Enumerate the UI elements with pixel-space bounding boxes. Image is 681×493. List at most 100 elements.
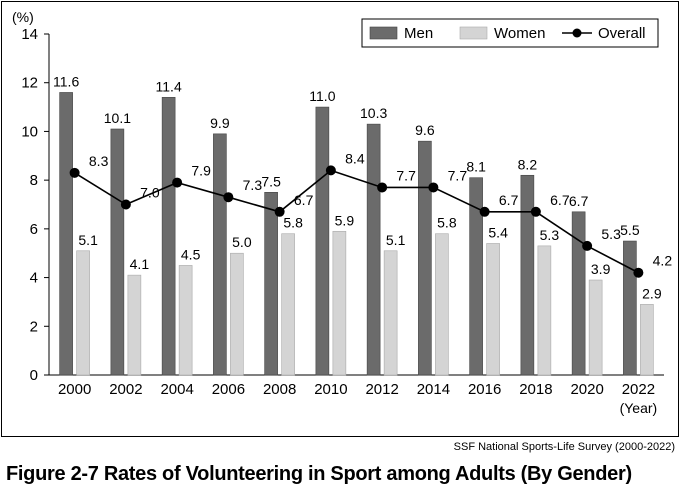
chart-source: SSF National Sports-Life Survey (2000-20…	[453, 441, 675, 453]
x-tick-label: 2006	[212, 381, 245, 398]
bar-men	[213, 133, 227, 376]
x-tick-label: 2008	[263, 381, 296, 398]
bar-women	[435, 233, 449, 376]
x-tick-label: 2010	[314, 381, 347, 398]
bar-women	[588, 279, 603, 376]
line-overall	[74, 169, 639, 274]
label-overall: 6.7	[499, 192, 519, 208]
label-men: 5.5	[620, 222, 640, 238]
point-overall	[325, 165, 336, 176]
point-overall	[377, 182, 388, 193]
bar-men	[110, 128, 125, 376]
chart-title: Figure 2-7 Rates of Volunteering in Spor…	[6, 463, 632, 485]
x-tick-label: 2016	[468, 381, 501, 398]
legend-box	[361, 18, 659, 48]
label-men: 9.6	[415, 122, 435, 138]
point-overall	[69, 167, 80, 178]
label-women: 5.0	[232, 234, 252, 250]
bar-women	[383, 250, 398, 376]
bar-women	[230, 252, 244, 376]
label-women: 2.9	[642, 285, 662, 301]
y-tick-label: 4	[30, 270, 38, 287]
label-overall: 8.4	[345, 150, 365, 166]
x-tick-label: 2002	[109, 381, 142, 398]
bar-men	[366, 123, 381, 376]
point-overall	[633, 267, 644, 278]
legend-swatch-men	[369, 26, 398, 40]
bar-women	[127, 274, 142, 376]
legend-label-overall: Overall	[598, 25, 646, 42]
x-tick-label: 2020	[570, 381, 603, 398]
x-tick-label: 2004	[160, 381, 193, 398]
point-overall	[172, 177, 183, 188]
label-women: 5.9	[335, 212, 355, 228]
label-men: 11.6	[53, 73, 79, 89]
bar-men	[315, 106, 330, 376]
bar-men	[623, 240, 637, 376]
bar-men	[264, 192, 278, 376]
label-women: 5.8	[437, 215, 457, 231]
label-women: 5.1	[386, 232, 406, 248]
legend-marker-overall	[572, 28, 582, 38]
bar-women	[281, 233, 295, 376]
bar-women	[537, 245, 552, 376]
label-overall: 5.3	[601, 226, 621, 242]
point-overall	[479, 206, 490, 217]
label-overall: 6.7	[550, 192, 570, 208]
y-tick-label: 14	[21, 26, 38, 43]
point-overall	[274, 206, 285, 217]
bar-women	[178, 265, 193, 376]
bar-women	[486, 243, 500, 376]
bar-women	[640, 304, 654, 376]
label-overall: 8.3	[89, 153, 109, 169]
label-overall: 4.2	[653, 253, 673, 269]
chart-frame	[1, 1, 679, 437]
chart: 0 2 4 6 8 10 12 14(%) 11.6 5.1 2000 10.1 4.1 2002 11.4…	[1, 1, 679, 437]
label-men: 8.1	[466, 159, 486, 175]
y-tick-label: 8	[30, 172, 38, 189]
label-women: 5.8	[283, 215, 303, 231]
bar-men	[571, 211, 586, 376]
x-tick-label: 2014	[417, 381, 450, 398]
point-overall	[120, 199, 131, 210]
legend-label-women: Women	[494, 25, 545, 42]
label-women: 5.1	[78, 232, 98, 248]
y-tick-label: 6	[30, 221, 38, 238]
x-tick-label: 2000	[58, 381, 91, 398]
label-men: 8.2	[518, 156, 538, 172]
label-overall: 7.7	[448, 167, 468, 183]
legend-label-men: Men	[404, 25, 433, 42]
label-overall: 7.9	[191, 163, 211, 179]
label-women: 4.1	[130, 256, 150, 272]
x-tick-label: 2012	[365, 381, 398, 398]
label-men: 7.5	[261, 173, 281, 189]
label-women: 5.3	[540, 227, 560, 243]
point-overall	[223, 192, 234, 203]
label-men: 11.4	[156, 78, 182, 94]
point-overall	[428, 182, 439, 193]
x-axis-unit: (Year)	[620, 400, 658, 416]
bar-men	[469, 177, 483, 376]
bar-women	[76, 250, 90, 376]
y-axis-unit: (%)	[12, 9, 34, 25]
y-tick-label: 2	[30, 318, 38, 335]
bar-women	[332, 230, 347, 376]
legend-swatch-women	[459, 26, 488, 40]
label-overall: 7.3	[243, 177, 263, 193]
bar-men	[59, 92, 73, 376]
label-women: 4.5	[181, 246, 201, 262]
point-overall	[582, 240, 593, 251]
point-overall	[530, 206, 541, 217]
bar-men	[520, 174, 535, 376]
y-tick-label: 0	[30, 367, 38, 384]
y-tick-label: 10	[21, 123, 38, 140]
x-tick-label: 2018	[519, 381, 552, 398]
label-men: 11.0	[309, 88, 335, 104]
label-men: 6.7	[569, 193, 589, 209]
x-tick-label: 2022	[622, 381, 655, 398]
label-men: 9.9	[210, 115, 230, 131]
label-overall: 6.7	[294, 192, 314, 208]
label-overall: 7.0	[140, 185, 160, 201]
label-men: 10.3	[360, 105, 387, 121]
bar-men	[161, 97, 176, 376]
